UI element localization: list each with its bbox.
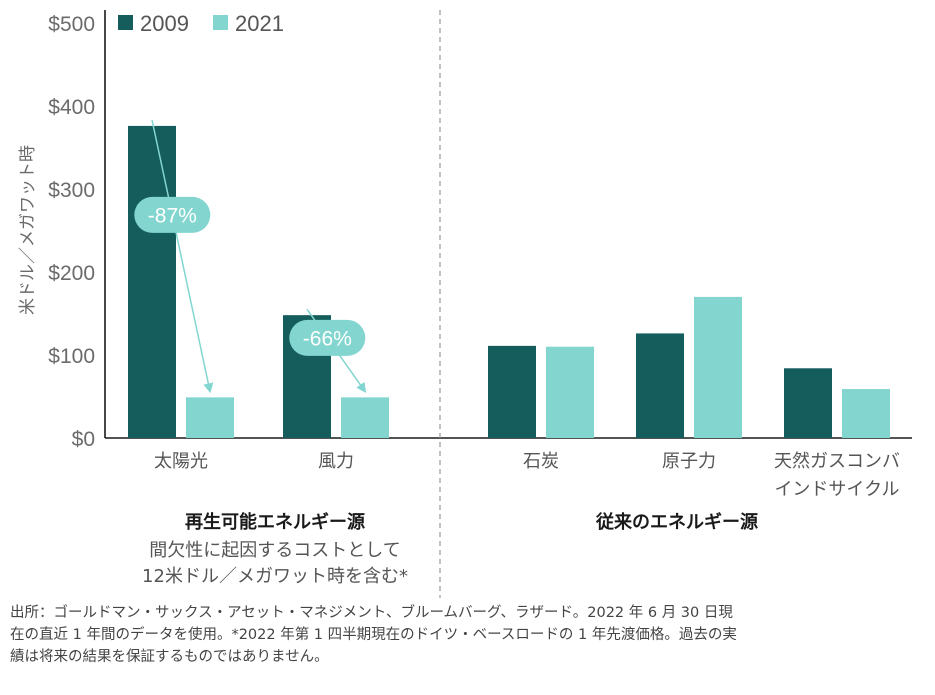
bar-2009: [128, 125, 176, 439]
bar-2021: [842, 389, 890, 438]
source-note: 出所：ゴールドマン・サックス・アセット・マネジメント、ブルームバーグ、ラザード。…: [10, 602, 925, 668]
change-arrow: [151, 119, 214, 394]
bar-2009: [636, 333, 684, 438]
change-pill: [134, 196, 211, 233]
bar-2021: [694, 296, 742, 438]
group-note-line: 間欠性に起因するコストとして: [149, 540, 400, 561]
change-percent-label: -87%: [148, 204, 197, 227]
y-axis-label: 米ドル／メガワット時: [18, 145, 38, 315]
y-tick-label: $500: [48, 13, 95, 36]
group-note-line: 12米ドル／メガワット時を含む*: [142, 566, 408, 587]
bar-2009: [488, 345, 536, 438]
legend-swatch-2021: [213, 15, 228, 30]
energy-cost-chart: -87% -66% $0 $100 $200 $300 $400 $500 米ドル／メガワット…: [18, 10, 912, 598]
bar-2021: [341, 397, 389, 438]
source-note-line: 出所：ゴールドマン・サックス・アセット・マネジメント、ブルームバーグ、ラザード。…: [10, 605, 733, 621]
source-note-line: 績は将来の結果を保証するものではありません。: [10, 649, 329, 665]
group-title: 再生可能エネルギー源: [185, 511, 365, 533]
x-category-label: インドサイクル: [774, 479, 899, 500]
bar-2009: [784, 368, 832, 438]
x-category-label: 太陽光: [154, 451, 208, 472]
group-title: 従来のエネルギー源: [595, 511, 758, 533]
legend-label: 2009: [140, 11, 189, 36]
y-tick-label: $400: [48, 96, 95, 119]
x-category-label: 風力: [318, 451, 354, 472]
bar-2021: [186, 397, 234, 438]
bar-2021: [546, 346, 594, 438]
x-category-label: 原子力: [662, 451, 716, 472]
change-percent-label: -66%: [303, 327, 352, 350]
x-category-label: 天然ガスコンバ: [774, 451, 900, 472]
legend: 2009 2021: [118, 11, 284, 36]
change-pill: [289, 319, 366, 356]
x-category-label: 石炭: [523, 451, 559, 472]
y-tick-label: $100: [48, 345, 95, 368]
y-tick-label: $0: [72, 428, 95, 451]
y-tick-label: $200: [48, 262, 95, 285]
legend-swatch-2009: [118, 15, 133, 30]
y-tick-label: $300: [48, 179, 95, 202]
source-note-line: 在の直近 1 年間のデータを使用。*2022 年第 1 四半期現在のドイツ・ベー…: [10, 627, 737, 643]
legend-label: 2021: [235, 11, 284, 36]
